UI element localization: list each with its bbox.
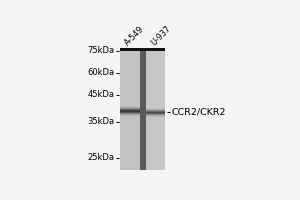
Bar — [120, 51, 140, 170]
Bar — [146, 112, 165, 113]
Bar — [146, 111, 165, 112]
Bar — [120, 109, 140, 110]
Text: U-937: U-937 — [149, 24, 173, 48]
Bar — [146, 108, 165, 109]
Text: 45kDa: 45kDa — [87, 90, 114, 99]
Bar — [146, 112, 165, 113]
Bar — [120, 108, 140, 109]
Bar — [146, 115, 165, 116]
Text: CCR2/CKR2: CCR2/CKR2 — [171, 107, 226, 116]
Bar — [146, 109, 165, 110]
Bar — [120, 107, 140, 108]
Bar — [120, 114, 140, 115]
Bar — [146, 110, 165, 111]
Bar — [140, 51, 146, 170]
Bar — [146, 116, 165, 117]
Bar — [146, 116, 165, 117]
Bar — [120, 113, 140, 114]
Bar — [146, 115, 165, 116]
Bar — [146, 113, 165, 114]
Bar — [146, 48, 165, 51]
Bar — [120, 115, 140, 116]
Bar — [120, 114, 140, 115]
Bar — [146, 114, 165, 115]
Bar — [120, 48, 140, 51]
Bar — [146, 108, 165, 109]
Bar — [146, 51, 165, 170]
Bar — [146, 111, 165, 112]
Bar — [120, 110, 140, 111]
Text: 60kDa: 60kDa — [87, 68, 114, 77]
Bar — [120, 112, 140, 113]
Bar — [120, 106, 140, 107]
Bar — [146, 110, 165, 111]
Text: 75kDa: 75kDa — [87, 46, 114, 55]
Bar — [120, 115, 140, 116]
Bar — [140, 48, 146, 51]
Bar — [146, 113, 165, 114]
Text: A-549: A-549 — [123, 25, 146, 48]
Bar — [120, 111, 140, 112]
Bar — [146, 114, 165, 115]
Bar — [146, 109, 165, 110]
Text: 25kDa: 25kDa — [87, 153, 114, 162]
Text: 35kDa: 35kDa — [87, 117, 114, 126]
